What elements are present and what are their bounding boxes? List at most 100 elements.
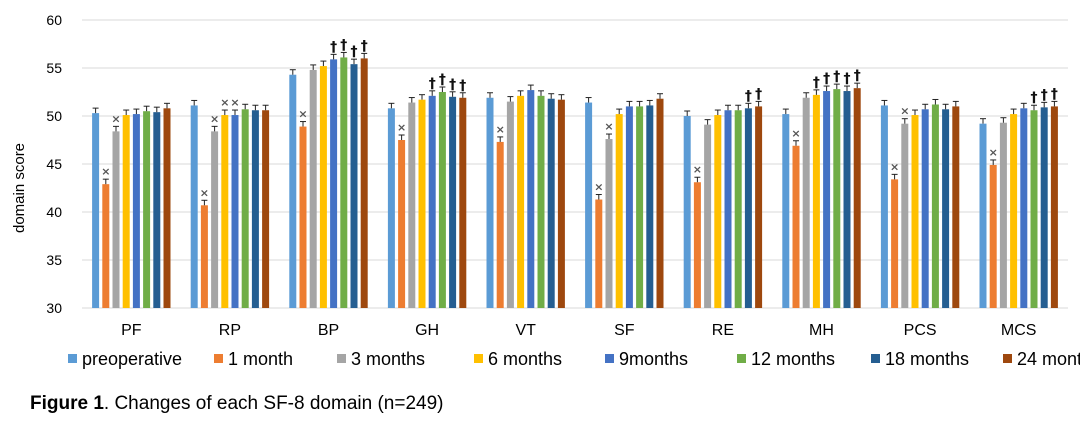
bar-mh-2 [802,97,810,308]
bar-mh-1 [792,145,800,308]
bar-re-2 [704,124,712,308]
cross-marker: × [791,127,800,140]
bar-pcs-0 [880,105,888,308]
cross-marker: × [604,120,613,133]
legend-label: 18 months [885,349,969,369]
cross-marker: × [200,186,209,199]
bar-bp-6 [350,64,358,308]
y-tick-label: 45 [46,156,62,172]
bar-pcs-2 [901,123,909,309]
legend-swatch [68,354,77,363]
cross-marker: × [900,105,909,118]
bars [92,51,1058,309]
bar-bp-2 [309,69,317,308]
bar-rp-2 [211,131,219,308]
bar-rp-1 [200,205,208,308]
cross-marker: × [298,108,307,121]
legend-swatch [214,354,223,363]
bar-mh-7 [853,88,861,308]
cross-marker: × [890,160,899,173]
dagger-marker: † [745,88,752,104]
legend-swatch [474,354,483,363]
bar-sf-3 [615,114,623,308]
dagger-marker: † [459,78,466,94]
category-label: RP [219,322,241,339]
bar-re-1 [693,182,701,308]
bar-gh-1 [398,140,406,308]
category-label: GH [415,322,439,339]
bar-pcs-3 [911,115,919,308]
bar-rp-6 [251,110,259,309]
bar-sf-4 [625,106,633,309]
category-label: BP [318,322,339,339]
bar-pf-3 [122,115,130,308]
bar-rp-0 [190,105,198,308]
bar-mcs-1 [989,164,997,308]
dagger-marker: † [439,72,446,88]
bar-bp-4 [330,59,338,308]
bar-sf-5 [636,106,644,309]
bar-mcs-0 [979,123,987,309]
cross-marker: × [693,163,702,176]
figure-caption: Figure 1. Changes of each SF-8 domain (n… [30,393,443,415]
gridlines [82,19,1068,309]
cross-marker: × [111,112,120,125]
legend-swatch [871,354,880,363]
bar-sf-2 [605,139,613,308]
category-label: SF [614,322,635,339]
bar-rp-7 [262,110,270,309]
dagger-marker: † [833,69,840,85]
bar-vt-1 [496,141,504,308]
bar-re-4 [724,110,732,309]
legend-label: 12 months [751,349,835,369]
bar-pcs-5 [931,104,939,308]
cross-marker: × [496,123,505,136]
bar-pcs-6 [942,109,950,308]
bar-bp-0 [289,74,297,308]
legend-label: 6 months [488,349,562,369]
dagger-marker: † [1051,86,1058,102]
bar-re-5 [734,110,742,309]
bar-pcs-7 [952,106,960,309]
bar-pf-5 [143,111,151,308]
dagger-marker: † [351,44,358,60]
bar-re-6 [744,108,752,308]
bar-vt-6 [547,98,555,308]
y-tick-label: 40 [46,204,62,220]
bar-sf-0 [585,102,593,308]
bar-pf-2 [112,131,120,308]
bar-bp-3 [319,66,327,308]
bar-bp-5 [340,57,348,308]
category-label: VT [515,322,536,339]
bar-gh-0 [387,108,395,308]
figure-caption-text: . Changes of each SF-8 domain (n=249) [103,393,444,414]
bar-mcs-4 [1020,108,1028,308]
legend-label: 1 month [228,349,293,369]
y-axis-ticks: 30 35 40 45 50 55 60 [46,12,62,316]
bar-gh-4 [428,95,436,308]
category-label: MCS [1001,322,1037,339]
category-label: PF [121,322,142,339]
bar-vt-7 [557,99,565,309]
bar-gh-7 [459,97,467,308]
dagger-marker: † [429,76,436,92]
bar-pf-6 [153,112,161,308]
legend-swatch [737,354,746,363]
bar-bp-1 [299,126,307,308]
y-axis-label: domain score [11,143,28,233]
bar-mcs-6 [1040,107,1048,308]
bar-vt-2 [506,101,514,308]
x-axis-categories: PF RP BP GH VT SF RE MH PCS MCS [121,322,1036,339]
bar-gh-3 [418,99,426,309]
y-tick-label: 30 [46,300,62,316]
y-tick-label: 50 [46,108,62,124]
legend-swatch [337,354,346,363]
bar-mh-6 [843,91,851,308]
bar-pcs-1 [891,179,899,308]
legend-label: preoperative [82,349,182,369]
bar-mh-5 [833,89,841,309]
cross-marker: × [230,96,239,109]
y-tick-label: 35 [46,252,62,268]
bar-gh-6 [449,96,457,308]
